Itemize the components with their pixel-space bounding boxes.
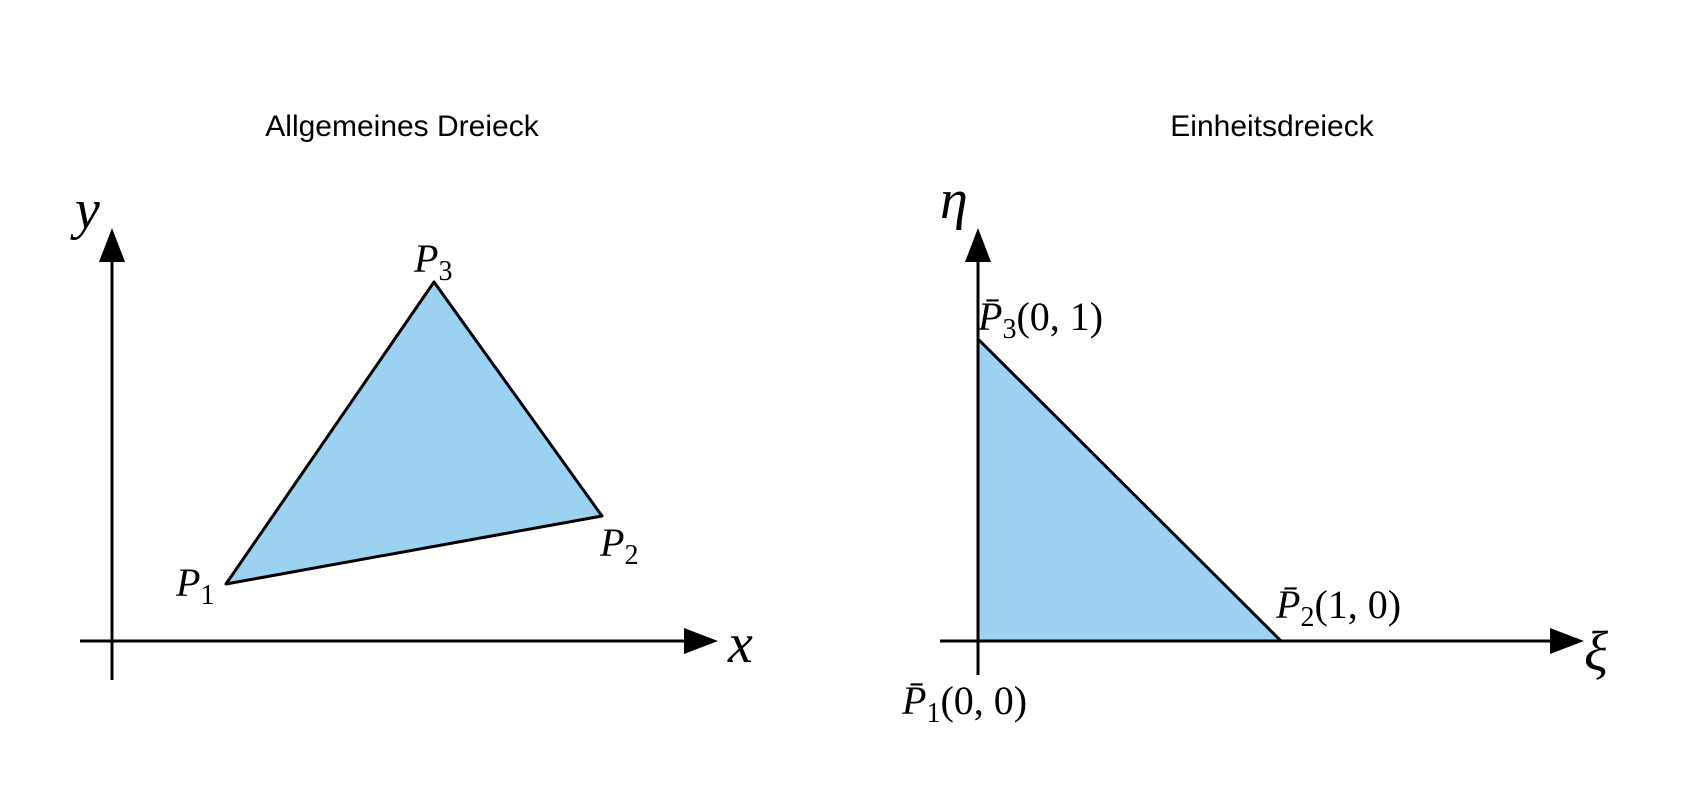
- label-pbar2: P̄2(1, 0): [1275, 582, 1401, 633]
- unit-triangle: [976, 337, 1283, 643]
- general-triangle: [224, 280, 604, 586]
- right-panel: ξ η P̄1(0, 0) P̄2(1, 0) P̄3(0, 1): [901, 169, 1608, 729]
- label-p3: P3: [413, 236, 452, 287]
- left-panel: x y P1 P2 P3: [70, 179, 753, 680]
- label-p1: P1: [175, 560, 214, 611]
- right-eta-arrowhead: [965, 228, 991, 262]
- label-pbar1: P̄1(0, 0): [901, 678, 1027, 729]
- label-p2: P2: [599, 520, 638, 571]
- left-x-arrowhead: [684, 628, 718, 654]
- title-left: Allgemeines Dreieck: [265, 110, 539, 143]
- right-xi-axis-label: ξ: [1584, 621, 1608, 683]
- title-right: Einheitsdreieck: [1170, 110, 1374, 143]
- label-pbar3: P̄3(0, 1): [977, 294, 1103, 345]
- left-x-axis-label: x: [727, 613, 753, 675]
- right-xi-arrowhead: [1550, 628, 1584, 654]
- right-eta-axis-label: η: [940, 169, 968, 231]
- left-y-axis-label: y: [70, 179, 100, 241]
- left-y-arrowhead: [99, 228, 125, 262]
